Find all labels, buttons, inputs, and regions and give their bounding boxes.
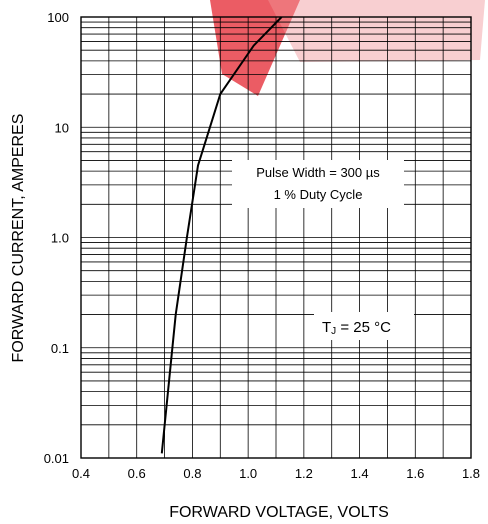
x-tick-label: 1.4 xyxy=(351,466,369,481)
tj-label: TJ = 25 °C xyxy=(322,319,391,337)
y-tick-label: 100 xyxy=(47,10,69,25)
duty-cycle-label: 1 % Duty Cycle xyxy=(274,187,363,202)
x-tick-label: 0.4 xyxy=(72,466,90,481)
tj-value: = 25 °C xyxy=(336,319,391,336)
tj-subscript: J xyxy=(331,326,336,337)
pulse-width-label: Pulse Width = 300 µs xyxy=(256,165,380,180)
x-tick-label: 1.8 xyxy=(462,466,480,481)
pulse-annotation-box xyxy=(232,160,404,208)
y-tick-label: 0.1 xyxy=(51,341,69,356)
x-tick-label: 1.2 xyxy=(295,466,313,481)
forward-curve-line xyxy=(160,16,283,454)
x-axis-title: FORWARD VOLTAGE, VOLTS xyxy=(169,504,389,521)
y-axis-title: FORWARD CURRENT, AMPERES xyxy=(10,114,27,363)
tj-prefix: T xyxy=(322,319,331,336)
x-tick-label: 0.8 xyxy=(183,466,201,481)
tj-annotation-box xyxy=(314,312,414,340)
y-tick-label: 0.01 xyxy=(44,451,69,466)
y-tick-labels: 0.01 0.1 1.0 10 100 xyxy=(44,10,69,466)
x-tick-label: 0.6 xyxy=(128,466,146,481)
curve-layer xyxy=(160,16,283,454)
x-tick-labels: 0.4 0.6 0.8 1.0 1.2 1.4 1.6 1.8 xyxy=(72,466,480,481)
y-tick-label: 1.0 xyxy=(51,231,69,246)
x-tick-label: 1.0 xyxy=(239,466,257,481)
plot-frame xyxy=(80,16,472,459)
watermark-logo xyxy=(210,0,485,96)
chart-grid xyxy=(81,17,471,458)
y-tick-label: 10 xyxy=(55,120,69,135)
x-tick-label: 1.6 xyxy=(406,466,424,481)
